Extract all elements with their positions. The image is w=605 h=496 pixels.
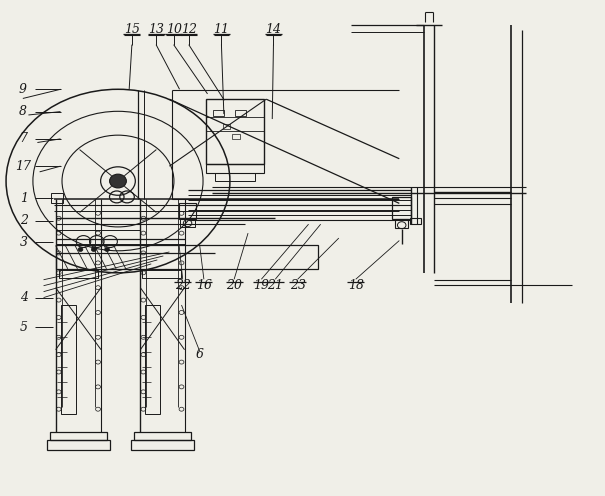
Text: 18: 18 [348,279,364,292]
Bar [232,134,240,139]
Bar [206,99,264,164]
Text: 11: 11 [214,23,229,36]
Text: 13: 13 [148,23,164,36]
Text: 15: 15 [124,23,140,36]
Bar [142,270,181,278]
Bar [206,164,264,173]
Bar [179,203,196,219]
Text: 19: 19 [253,279,269,292]
Text: 20: 20 [226,279,242,292]
Bar [215,173,255,181]
Bar [50,432,107,440]
Text: 3: 3 [20,236,28,248]
Circle shape [78,248,83,251]
Bar [131,440,194,450]
Bar [223,124,230,129]
Text: 22: 22 [175,279,191,292]
Bar [60,305,76,414]
Text: 9: 9 [19,83,27,96]
Circle shape [110,174,126,188]
Bar [47,440,110,450]
Text: 10: 10 [166,23,182,36]
Bar [213,110,224,116]
Text: 4: 4 [20,291,28,304]
Text: 6: 6 [195,348,204,361]
Text: 2: 2 [20,214,28,227]
Bar [235,110,246,116]
Text: 21: 21 [267,279,283,292]
Bar [56,245,318,269]
Circle shape [105,248,110,251]
Text: 1: 1 [20,192,28,205]
Bar [51,193,63,203]
Bar [59,270,98,278]
Text: 16: 16 [196,279,212,292]
Text: 23: 23 [290,279,306,292]
Text: 8: 8 [19,105,27,118]
Text: 17: 17 [15,160,31,173]
Bar [180,219,195,227]
Bar [392,197,411,219]
Bar [134,432,191,440]
Bar [410,218,421,224]
Text: 12: 12 [181,23,197,36]
Bar [145,305,160,414]
Text: 7: 7 [19,132,27,145]
Bar [395,219,408,228]
Circle shape [91,248,96,251]
Text: 14: 14 [266,23,281,36]
Text: 5: 5 [20,321,28,334]
